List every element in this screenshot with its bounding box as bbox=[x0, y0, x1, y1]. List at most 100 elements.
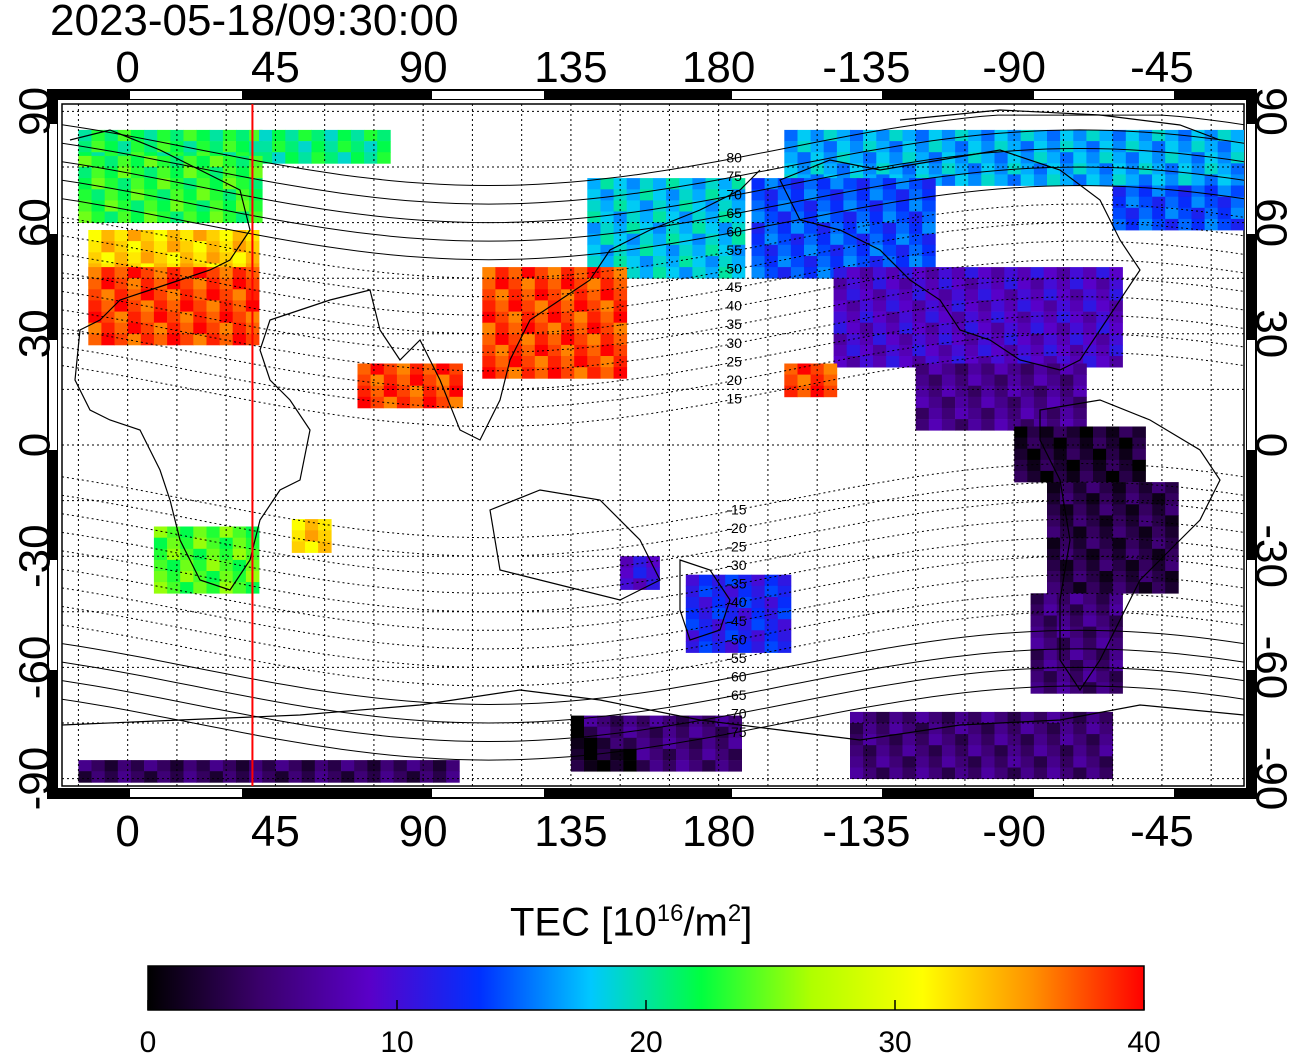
tec-cell bbox=[114, 311, 128, 324]
tec-cell bbox=[482, 267, 496, 279]
tec-cell bbox=[1056, 267, 1071, 279]
tec-cell bbox=[1217, 174, 1232, 186]
tec-cell bbox=[1017, 311, 1031, 324]
tec-cell bbox=[219, 267, 234, 279]
tec-cell bbox=[1096, 311, 1110, 324]
tec-cell bbox=[863, 723, 877, 735]
tec-cell bbox=[1060, 407, 1074, 420]
tec-cell bbox=[1191, 174, 1205, 186]
tec-cell bbox=[685, 597, 700, 609]
tec-cell bbox=[547, 322, 562, 335]
tec-cell bbox=[777, 630, 792, 642]
tec-cell bbox=[1047, 141, 1061, 153]
tec-cell bbox=[896, 178, 910, 190]
tec-cell bbox=[725, 641, 739, 653]
tec-cell bbox=[1165, 582, 1179, 594]
tec-cell bbox=[1030, 637, 1045, 650]
tec-cell bbox=[623, 737, 637, 750]
tec-cell bbox=[978, 300, 992, 312]
tec-cell bbox=[1073, 711, 1087, 724]
tec-cell bbox=[964, 356, 979, 368]
tec-cell bbox=[679, 233, 693, 246]
tec-cell bbox=[153, 278, 168, 290]
tec-cell bbox=[1099, 548, 1113, 561]
latitude-tick-label-right: 90 bbox=[1247, 87, 1294, 136]
tec-cell bbox=[364, 129, 378, 142]
tec-cell bbox=[941, 767, 956, 779]
tec-cell bbox=[1230, 207, 1244, 220]
tec-cell bbox=[886, 322, 900, 335]
tec-cell bbox=[731, 189, 746, 201]
tec-cell bbox=[350, 141, 365, 153]
tec-cell bbox=[1030, 267, 1045, 279]
tec-cell bbox=[899, 278, 913, 290]
tec-cell bbox=[873, 300, 887, 312]
tec-cell bbox=[1230, 163, 1244, 175]
tec-cell bbox=[978, 356, 992, 368]
tec-cell bbox=[846, 289, 861, 301]
tec-cell bbox=[547, 278, 562, 290]
tec-cell bbox=[534, 267, 549, 279]
tec-cell bbox=[1112, 526, 1127, 538]
magnetic-latitude-line bbox=[62, 333, 1244, 409]
tec-cell bbox=[1079, 470, 1094, 483]
magnetic-latitude-label: 30 bbox=[726, 335, 742, 351]
tec-cell bbox=[1014, 426, 1028, 438]
tec-cell bbox=[817, 211, 831, 223]
tec-cell bbox=[639, 189, 654, 201]
tec-cell bbox=[679, 200, 693, 212]
tec-cell bbox=[899, 267, 913, 279]
tec-cell bbox=[873, 356, 887, 368]
tec-cell bbox=[298, 129, 312, 142]
tec-cell bbox=[889, 129, 903, 142]
tec-cell bbox=[764, 267, 779, 279]
tec-cell bbox=[1138, 129, 1153, 142]
tec-cell bbox=[994, 419, 1008, 431]
tec-cell bbox=[981, 745, 995, 757]
tec-cell bbox=[1033, 419, 1048, 431]
tec-cell bbox=[206, 241, 220, 253]
tec-cell bbox=[508, 367, 522, 379]
tec-cell bbox=[547, 367, 562, 379]
tec-cell bbox=[922, 222, 936, 235]
tec-cell bbox=[978, 311, 992, 324]
tec-cell bbox=[1083, 682, 1097, 694]
tec-cell bbox=[183, 178, 197, 190]
tec-cell bbox=[928, 163, 943, 175]
tec-cell bbox=[764, 189, 779, 201]
tec-cell bbox=[114, 333, 128, 346]
tec-cell bbox=[633, 567, 647, 579]
magnetic-latitude-label: 40 bbox=[726, 298, 742, 314]
tec-cell bbox=[1033, 152, 1048, 164]
tec-cell bbox=[1073, 526, 1087, 538]
tec-cell bbox=[676, 760, 690, 772]
tec-cell bbox=[1040, 470, 1054, 483]
magnetic-latitude-label: 50 bbox=[726, 261, 742, 277]
tec-cell bbox=[1060, 174, 1074, 186]
tec-cell bbox=[915, 385, 930, 398]
tec-cell bbox=[1132, 459, 1146, 472]
tec-cell bbox=[873, 289, 887, 301]
tec-cell bbox=[1165, 504, 1179, 516]
tec-cell bbox=[626, 178, 641, 190]
tec-cell bbox=[1119, 470, 1133, 483]
tec-cell bbox=[981, 363, 995, 375]
tec-cell bbox=[649, 760, 664, 772]
tec-cell bbox=[978, 322, 992, 335]
tec-cell bbox=[912, 311, 926, 324]
tec-cell bbox=[1020, 734, 1035, 746]
tec-cell bbox=[623, 760, 637, 772]
tec-cell bbox=[909, 178, 923, 190]
tec-cell bbox=[938, 322, 953, 335]
tec-cell bbox=[1165, 571, 1179, 583]
tec-cell bbox=[626, 222, 641, 235]
tec-cell bbox=[1083, 356, 1097, 368]
tec-cell bbox=[955, 174, 969, 186]
tec-cell bbox=[810, 141, 825, 153]
tec-cell bbox=[1165, 515, 1179, 527]
tec-cell bbox=[994, 363, 1008, 375]
tec-cell bbox=[209, 211, 224, 223]
tec-cell bbox=[955, 723, 969, 735]
tec-cell bbox=[1093, 437, 1107, 450]
tec-cell bbox=[1020, 363, 1035, 375]
